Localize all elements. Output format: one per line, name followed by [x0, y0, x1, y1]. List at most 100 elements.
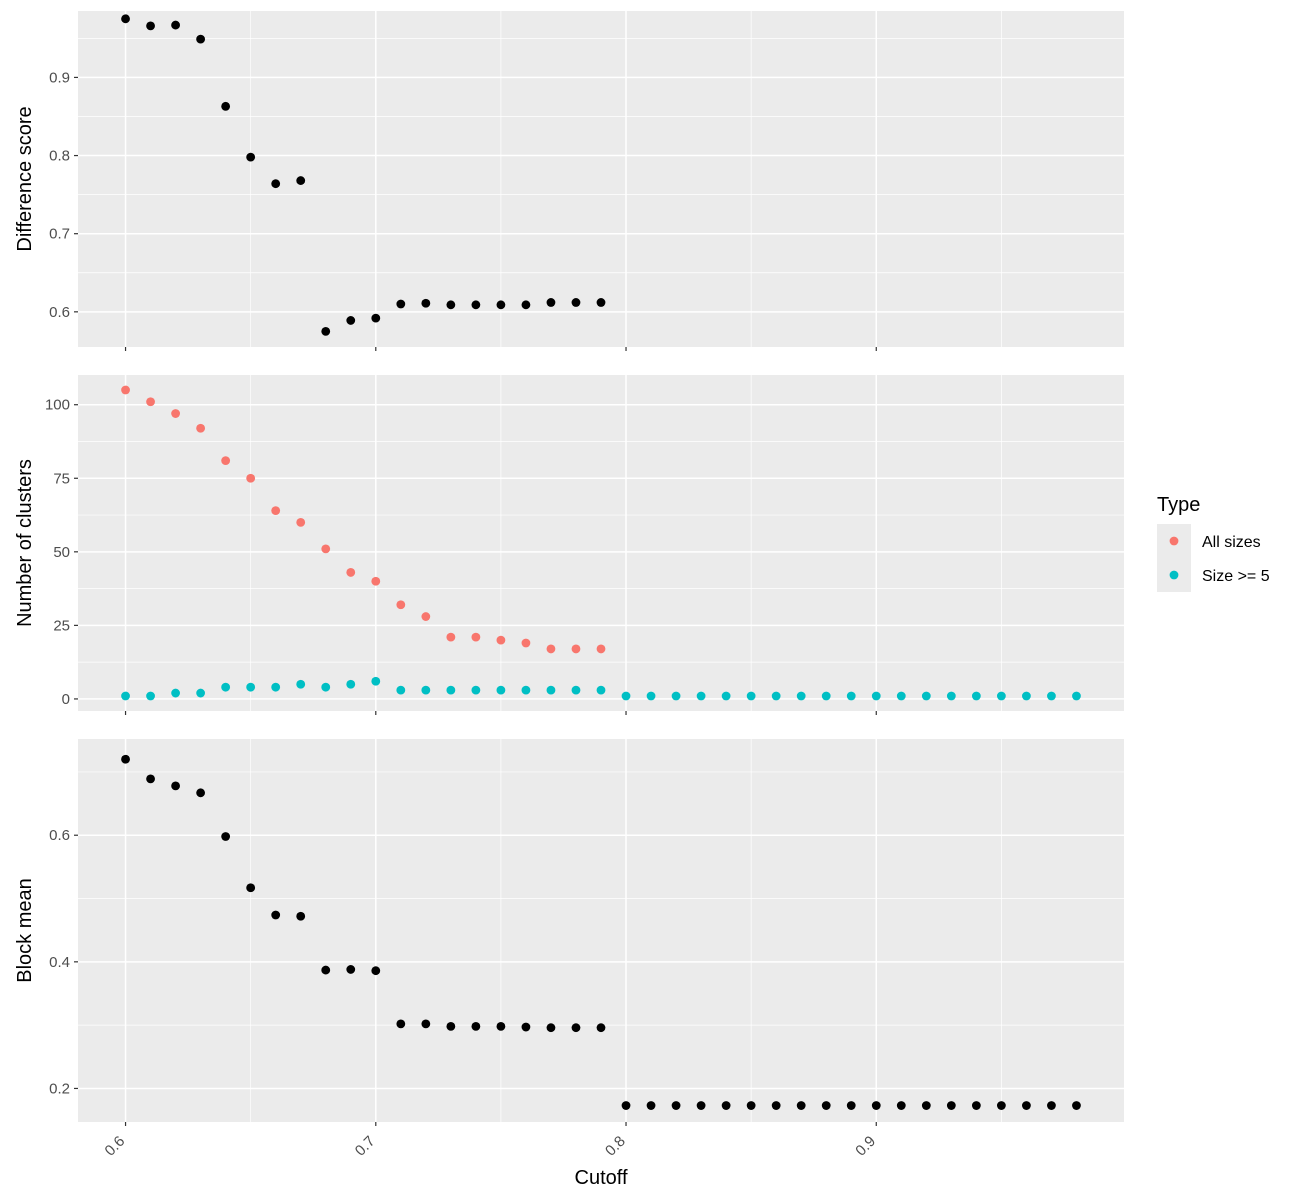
legend-title: Type — [1157, 494, 1200, 516]
data-point — [946, 691, 956, 701]
y-tick-label: 0.2 — [49, 1080, 70, 1097]
data-point — [721, 1101, 731, 1110]
data-point — [896, 1101, 906, 1110]
data-point — [746, 1101, 756, 1110]
data-point — [1022, 691, 1031, 701]
data-point — [421, 612, 431, 621]
y-axis-title: Block mean — [14, 878, 36, 983]
data-point — [321, 326, 331, 336]
data-point — [196, 688, 206, 698]
data-point — [571, 644, 581, 654]
series-block-mean — [121, 754, 1081, 1110]
data-point — [196, 34, 206, 44]
y-tick-label: 0.8 — [49, 148, 70, 165]
data-point — [596, 1023, 606, 1033]
data-point — [921, 691, 931, 701]
data-point — [796, 1101, 806, 1110]
data-point — [546, 644, 556, 654]
data-point — [146, 691, 155, 701]
data-point — [871, 1101, 881, 1110]
y-tick-label: 50 — [53, 544, 70, 561]
data-point — [821, 691, 831, 701]
data-point — [1072, 1101, 1081, 1110]
data-point — [821, 1101, 831, 1110]
data-point — [146, 21, 155, 31]
data-point — [246, 152, 256, 162]
y-axis-title: Number of clusters — [14, 459, 36, 627]
y-tick-label: 0.6 — [49, 304, 70, 321]
data-point — [571, 298, 581, 307]
data-point — [496, 300, 506, 310]
data-point — [521, 685, 531, 695]
data-point — [171, 781, 180, 791]
data-point — [171, 688, 180, 698]
data-point — [396, 685, 406, 695]
series-all-sizes — [121, 385, 606, 654]
data-point — [271, 179, 281, 189]
data-point — [196, 788, 206, 798]
data-point — [571, 685, 581, 695]
data-point — [846, 1101, 856, 1110]
data-point — [671, 1101, 681, 1110]
data-point — [171, 409, 180, 418]
x-tick-label: 0.9 — [852, 1133, 879, 1160]
data-point — [446, 632, 456, 642]
data-point — [1047, 691, 1056, 701]
data-point — [246, 473, 256, 483]
data-point — [1047, 1101, 1056, 1110]
data-point — [271, 682, 281, 692]
data-point — [746, 691, 756, 701]
data-point — [621, 1101, 631, 1110]
y-tick-label: 0.6 — [49, 827, 70, 844]
data-point — [471, 300, 481, 310]
data-point — [146, 774, 155, 784]
data-point — [596, 644, 606, 654]
data-point — [446, 1022, 456, 1031]
data-point — [271, 910, 281, 920]
data-point — [296, 911, 306, 921]
y-tick-label: 0.4 — [49, 954, 70, 971]
data-point — [371, 966, 381, 976]
legend-label-size-5: Size >= 5 — [1202, 568, 1270, 585]
data-point — [996, 691, 1006, 701]
y-tick-label: 100 — [45, 397, 70, 414]
data-point — [296, 518, 306, 527]
legend-key-size-5 — [1169, 570, 1179, 580]
data-point — [146, 397, 155, 407]
data-point — [121, 691, 130, 701]
data-point — [471, 632, 481, 642]
data-point — [621, 691, 631, 701]
data-point — [121, 385, 130, 395]
data-point — [871, 691, 881, 701]
panel-block-mean: 0.2 0.4 0.6 Block mean 0.6 0.7 0.8 0.9 — [14, 739, 1124, 1160]
panel-background — [78, 11, 1124, 347]
data-point — [971, 1101, 981, 1110]
x-tick-label: 0.7 — [352, 1133, 379, 1160]
data-point — [471, 1022, 481, 1031]
data-point — [921, 1101, 931, 1110]
data-point — [496, 1022, 506, 1031]
legend-key-all-sizes — [1169, 536, 1179, 546]
data-point — [346, 316, 356, 325]
legend-label-all-sizes: All sizes — [1202, 534, 1261, 551]
series-difference-score — [121, 14, 606, 336]
data-point — [121, 754, 130, 764]
data-point — [946, 1101, 956, 1110]
panel-difference-score: 0.6 0.7 0.8 0.9 Difference score — [14, 11, 1124, 351]
data-point — [346, 568, 356, 577]
y-tick-label: 25 — [53, 617, 70, 634]
data-point — [796, 691, 806, 701]
data-point — [371, 676, 381, 686]
data-point — [521, 300, 531, 310]
y-tick-label: 0 — [62, 691, 70, 708]
data-point — [371, 313, 381, 323]
data-point — [646, 1101, 656, 1110]
x-axis-title: Cutoff — [575, 1167, 628, 1189]
data-point — [721, 691, 731, 701]
data-point — [196, 423, 206, 433]
data-point — [421, 1019, 431, 1029]
data-point — [546, 685, 556, 695]
data-point — [696, 691, 706, 701]
data-point — [596, 298, 606, 307]
